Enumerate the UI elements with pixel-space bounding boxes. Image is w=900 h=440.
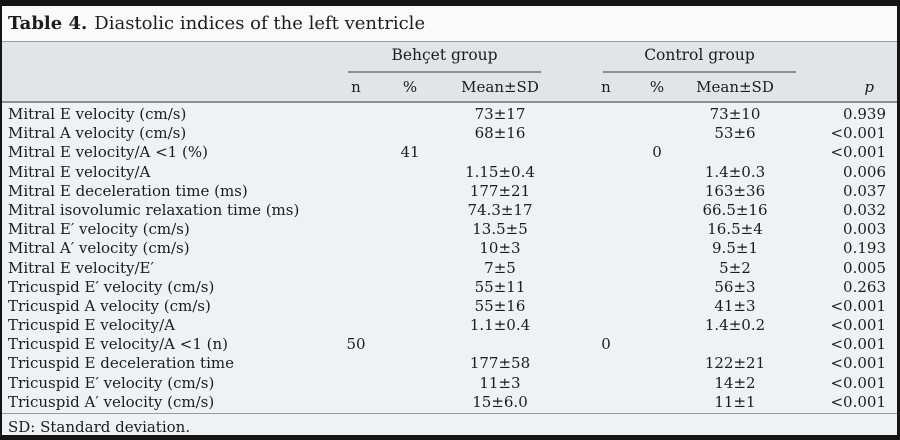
table-row: Mitral A′ velocity (cm/s) 10±3 9.5±1 0.1… <box>2 239 897 258</box>
cell-behcet-mean-sd: 55±16 <box>474 296 526 315</box>
cell-control-mean-sd: 9.5±1 <box>712 239 758 258</box>
cell-behcet-pct: 41 <box>400 143 420 162</box>
cell-behcet-n: 50 <box>346 335 366 354</box>
row-label: Mitral E velocity/E′ <box>8 258 154 277</box>
cell-behcet-mean-sd: 15±6.0 <box>472 392 528 411</box>
cell-behcet-mean-sd: 177±58 <box>469 354 531 373</box>
cell-p-value: <0.001 <box>830 296 886 315</box>
col-header-control-pct: % <box>649 78 665 97</box>
cell-behcet-mean-sd: 55±11 <box>474 277 526 296</box>
table-row: Mitral E velocity/A <1 (%) 41 0 <0.001 <box>2 143 897 162</box>
row-label: Tricuspid E velocity/A <1 (n) <box>8 335 228 354</box>
row-label: Mitral E′ velocity (cm/s) <box>8 220 190 239</box>
table-row: Mitral E velocity/A 1.15±0.4 1.4±0.3 0.0… <box>2 163 897 182</box>
table-row: Tricuspid E′ velocity (cm/s) 55±11 56±3 … <box>2 278 897 297</box>
row-label: Tricuspid E deceleration time <box>8 354 234 373</box>
cell-behcet-mean-sd: 1.15±0.4 <box>465 162 535 181</box>
row-label: Tricuspid E velocity/A <box>8 316 175 335</box>
table-number: Table 4. <box>8 13 88 34</box>
table-row: Tricuspid E′ velocity (cm/s) 11±3 14±2 <… <box>2 374 897 393</box>
cell-control-n: 0 <box>601 335 611 354</box>
col-header-behcet-n: n <box>351 78 361 97</box>
table-row: Mitral E′ velocity (cm/s) 13.5±5 16.5±4 … <box>2 220 897 239</box>
cell-p-value: <0.001 <box>830 392 886 411</box>
table-row: Mitral E velocity/E′ 7±5 5±2 0.005 <box>2 259 897 278</box>
cell-control-mean-sd: 14±2 <box>714 373 756 392</box>
cell-p-value: 0.193 <box>843 239 886 258</box>
table-footnote: SD: Standard deviation. <box>2 413 897 435</box>
cell-p-value: 0.003 <box>843 220 886 239</box>
row-label: Mitral E velocity/A <box>8 162 151 181</box>
cell-p-value: <0.001 <box>830 143 886 162</box>
table-header: Behçet group Control group n % Mean±SD n… <box>2 41 897 103</box>
col-header-behcet-mean: Mean±SD <box>461 78 539 97</box>
cell-p-value: <0.001 <box>830 316 886 335</box>
row-label: Tricuspid A velocity (cm/s) <box>8 296 211 315</box>
table-row: Tricuspid A velocity (cm/s) 55±16 41±3 <… <box>2 297 897 316</box>
table-row: Tricuspid E velocity/A 1.1±0.4 1.4±0.2 <… <box>2 316 897 335</box>
table-row: Mitral A velocity (cm/s) 68±16 53±6 <0.0… <box>2 124 897 143</box>
table-row: Mitral isovolumic relaxation time (ms) 7… <box>2 201 897 220</box>
cell-control-mean-sd: 5±2 <box>719 258 751 277</box>
row-label: Tricuspid E′ velocity (cm/s) <box>8 373 215 392</box>
cell-behcet-mean-sd: 1.1±0.4 <box>469 316 531 335</box>
cell-behcet-mean-sd: 11±3 <box>479 373 521 392</box>
cell-control-mean-sd: 122±21 <box>704 354 766 373</box>
cell-control-mean-sd: 53±6 <box>714 124 756 143</box>
group-header-behcet: Behçet group <box>391 46 498 64</box>
group-header-control: Control group <box>644 46 755 64</box>
group-underline-behcet <box>348 71 541 73</box>
col-header-p: p <box>864 78 874 97</box>
row-label: Tricuspid A′ velocity (cm/s) <box>8 392 215 411</box>
row-label: Tricuspid E′ velocity (cm/s) <box>8 277 215 296</box>
cell-p-value: 0.005 <box>843 258 886 277</box>
table-row: Mitral E velocity (cm/s) 73±17 73±10 0.9… <box>2 105 897 124</box>
table-body: Mitral E velocity (cm/s) 73±17 73±10 0.9… <box>2 103 897 413</box>
table-title: Diastolic indices of the left ventricle <box>94 13 426 34</box>
group-underline-control <box>603 71 796 73</box>
cell-control-mean-sd: 11±1 <box>714 392 756 411</box>
col-header-behcet-pct: % <box>402 78 418 97</box>
cell-p-value: 0.006 <box>843 162 886 181</box>
cell-p-value: 0.032 <box>843 200 886 219</box>
col-header-control-mean: Mean±SD <box>696 78 774 97</box>
table-caption: Table 4. Diastolic indices of the left v… <box>2 6 897 41</box>
cell-behcet-mean-sd: 68±16 <box>474 124 526 143</box>
cell-p-value: <0.001 <box>830 335 886 354</box>
cell-p-value: 0.037 <box>843 181 886 200</box>
cell-control-mean-sd: 1.4±0.2 <box>704 316 766 335</box>
cell-control-mean-sd: 41±3 <box>714 296 756 315</box>
cell-p-value: 0.939 <box>843 105 886 123</box>
cell-p-value: 0.263 <box>843 277 886 296</box>
table-row: Tricuspid E velocity/A <1 (n) 50 0 <0.00… <box>2 335 897 354</box>
cell-control-mean-sd: 73±10 <box>709 105 761 123</box>
row-label: Mitral A′ velocity (cm/s) <box>8 239 190 258</box>
cell-control-mean-sd: 56±3 <box>714 277 756 296</box>
cell-behcet-mean-sd: 7±5 <box>484 258 516 277</box>
cell-control-pct: 0 <box>652 143 662 162</box>
subheader-row: n % Mean±SD n % Mean±SD p <box>2 78 897 98</box>
row-label: Mitral E deceleration time (ms) <box>8 181 248 200</box>
table-row: Tricuspid E deceleration time 177±58 122… <box>2 354 897 373</box>
row-label: Mitral A velocity (cm/s) <box>8 124 187 143</box>
col-header-control-n: n <box>601 78 611 97</box>
cell-control-mean-sd: 1.4±0.3 <box>704 162 766 181</box>
cell-control-mean-sd: 16.5±4 <box>707 220 763 239</box>
row-label: Mitral E velocity (cm/s) <box>8 105 187 123</box>
row-label: Mitral isovolumic relaxation time (ms) <box>8 200 300 219</box>
cell-behcet-mean-sd: 74.3±17 <box>467 200 533 219</box>
cell-p-value: <0.001 <box>830 354 886 373</box>
cell-p-value: <0.001 <box>830 124 886 143</box>
cell-control-mean-sd: 66.5±16 <box>702 200 768 219</box>
row-label: Mitral E velocity/A <1 (%) <box>8 143 208 162</box>
table-row: Tricuspid A′ velocity (cm/s) 15±6.0 11±1… <box>2 393 897 412</box>
table-row: Mitral E deceleration time (ms) 177±21 1… <box>2 182 897 201</box>
cell-behcet-mean-sd: 13.5±5 <box>472 220 528 239</box>
cell-behcet-mean-sd: 177±21 <box>469 181 531 200</box>
cell-behcet-mean-sd: 73±17 <box>474 105 526 123</box>
cell-control-mean-sd: 163±36 <box>704 181 766 200</box>
cell-p-value: <0.001 <box>830 373 886 392</box>
cell-behcet-mean-sd: 10±3 <box>479 239 521 258</box>
